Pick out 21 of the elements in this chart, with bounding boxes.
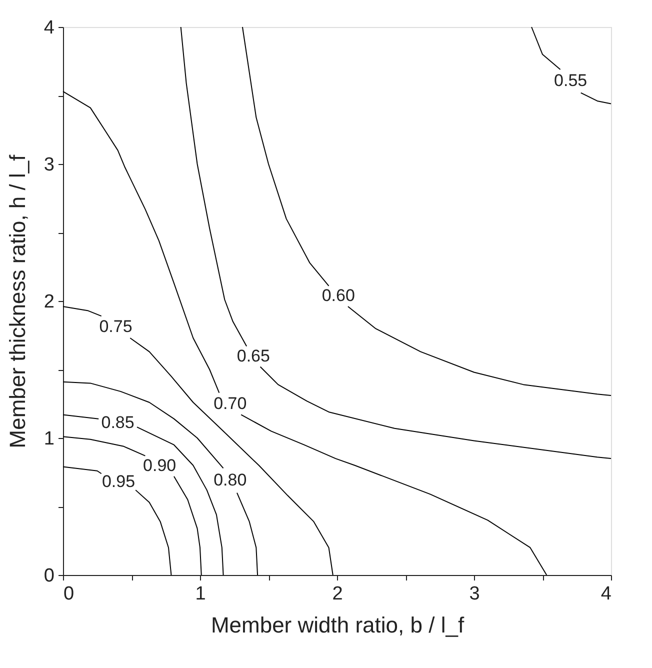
series-label: 0.80 bbox=[214, 470, 247, 490]
x-tick-label: 2 bbox=[332, 584, 343, 604]
x-tick-label: 0 bbox=[64, 584, 74, 604]
series-label: 0.70 bbox=[214, 394, 247, 413]
y-axis-title: Member thickness ratio, h / l_f bbox=[4, 154, 30, 448]
series-label: 0.55 bbox=[554, 71, 588, 90]
y-tick-label: 3 bbox=[44, 154, 54, 176]
x-tick-label: 4 bbox=[600, 584, 612, 604]
y-tick-label: 4 bbox=[44, 18, 55, 38]
series-label: 0.90 bbox=[143, 456, 176, 476]
y-tick-label: 1 bbox=[44, 428, 54, 450]
x-axis-title: Member width ratio, b / l_f bbox=[210, 612, 465, 638]
series-label: 0.60 bbox=[322, 286, 355, 306]
series-label: 0.75 bbox=[99, 317, 132, 336]
series-label: 0.65 bbox=[236, 346, 270, 366]
y-tick-label: 2 bbox=[44, 292, 54, 312]
series-label: 0.95 bbox=[102, 472, 136, 491]
x-tick-label: 1 bbox=[195, 584, 206, 604]
y-tick-label: 0 bbox=[44, 566, 54, 586]
x-tick-label: 3 bbox=[469, 584, 480, 604]
series-label: 0.85 bbox=[101, 412, 134, 432]
